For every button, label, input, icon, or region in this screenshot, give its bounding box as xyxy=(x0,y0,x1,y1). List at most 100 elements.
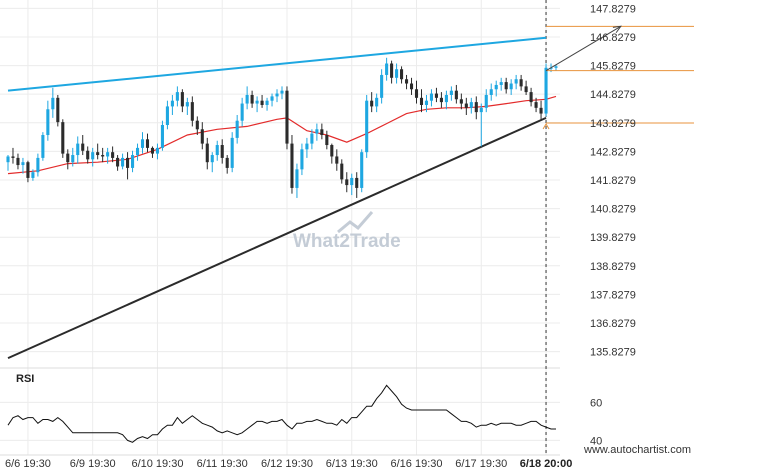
candle-body-81 xyxy=(409,83,414,90)
candle-body-99 xyxy=(499,82,503,85)
candle-51 xyxy=(260,94,264,108)
candle-40 xyxy=(205,137,209,170)
candle-body-68 xyxy=(345,179,349,186)
candle-20 xyxy=(106,147,110,164)
candle-102 xyxy=(514,74,518,90)
candle-body-60 xyxy=(305,143,309,150)
candle-body-43 xyxy=(220,145,224,158)
candle-body-101 xyxy=(509,83,513,90)
candle-1 xyxy=(11,147,15,164)
candle-body-86 xyxy=(434,93,438,98)
candle-57 xyxy=(290,135,294,194)
candle-body-15 xyxy=(81,143,85,151)
candle-body-30 xyxy=(155,147,159,154)
candle-body-100 xyxy=(504,82,508,90)
candle-95 xyxy=(479,103,483,147)
candle-body-77 xyxy=(390,63,394,78)
candle-77 xyxy=(390,60,394,84)
candle-80 xyxy=(405,74,409,90)
candle-body-4 xyxy=(26,162,30,178)
candle-66 xyxy=(335,149,339,171)
candle-48 xyxy=(245,86,249,110)
candle-body-26 xyxy=(135,147,140,156)
candle-body-98 xyxy=(494,84,498,90)
candle-46 xyxy=(235,114,239,144)
candle-104 xyxy=(524,80,528,95)
candle-32 xyxy=(165,100,169,130)
candle-49 xyxy=(250,90,254,108)
grid-lines xyxy=(0,0,560,456)
candle-body-47 xyxy=(240,103,244,121)
candle-body-103 xyxy=(519,79,523,87)
y-tick-label: 146.8279 xyxy=(590,32,636,44)
candle-23 xyxy=(121,153,125,170)
candle-body-45 xyxy=(230,137,234,168)
candle-body-57 xyxy=(290,143,294,188)
candle-body-14 xyxy=(76,143,80,156)
candle-body-37 xyxy=(190,102,194,121)
candle-93 xyxy=(469,97,473,114)
candle-63 xyxy=(320,123,324,140)
candle-19 xyxy=(101,147,105,163)
candle-88 xyxy=(444,90,448,110)
candle-72 xyxy=(365,94,369,158)
candle-76 xyxy=(385,57,389,81)
candle-body-97 xyxy=(489,89,493,95)
candle-99 xyxy=(499,77,503,91)
lower-trendline xyxy=(7,116,547,360)
candle-45 xyxy=(230,132,234,173)
candle-body-5 xyxy=(31,172,35,178)
candle-105 xyxy=(529,87,533,107)
watermark-arrow-icon xyxy=(337,211,374,234)
y-tick-label: 136.8279 xyxy=(590,318,636,330)
candle-52 xyxy=(265,97,269,111)
candle-body-19 xyxy=(101,155,105,157)
y-tick-label: 139.8279 xyxy=(590,232,636,244)
candle-54 xyxy=(275,89,279,103)
candle-37 xyxy=(190,96,194,127)
candle-body-11 xyxy=(61,122,65,154)
candle-84 xyxy=(424,94,429,113)
candle-body-12 xyxy=(66,153,70,163)
candle-18 xyxy=(96,143,100,160)
candle-100 xyxy=(504,77,508,94)
candle-body-6 xyxy=(36,157,40,173)
candle-body-13 xyxy=(71,155,75,163)
candle-4 xyxy=(26,160,30,183)
candle-body-75 xyxy=(380,74,384,98)
y-axis-labels: 147.8279 146.8279 145.8279 144.8279 143.8279… xyxy=(590,3,636,447)
candle-78 xyxy=(395,63,399,84)
rsi-title: RSI xyxy=(16,373,34,385)
candle-0 xyxy=(6,155,10,171)
candle-103 xyxy=(519,74,523,91)
candle-body-71 xyxy=(360,152,364,188)
candle-9 xyxy=(51,87,55,118)
trendlines xyxy=(7,36,547,360)
candle-body-7 xyxy=(41,135,45,158)
candle-50 xyxy=(255,96,259,113)
candle-body-23 xyxy=(121,157,125,167)
candle-94 xyxy=(474,96,478,120)
candle-73 xyxy=(370,92,374,113)
candle-body-73 xyxy=(370,100,374,107)
candle-92 xyxy=(464,97,468,115)
y-tick-label: 143.8279 xyxy=(590,118,636,130)
candle-body-70 xyxy=(355,177,359,188)
y-tick-label: 138.8279 xyxy=(590,261,636,273)
candle-body-65 xyxy=(330,145,334,157)
candle-body-89 xyxy=(449,90,453,95)
candle-47 xyxy=(240,97,244,127)
candle-65 xyxy=(330,143,334,164)
candle-body-10 xyxy=(56,97,60,123)
candle-5 xyxy=(31,169,35,181)
candle-26 xyxy=(135,143,140,161)
candle-22 xyxy=(116,155,120,171)
watermark: What2Trade xyxy=(293,211,401,252)
candle-body-3 xyxy=(21,162,25,166)
candle-35 xyxy=(180,89,184,113)
candle-110 xyxy=(554,64,558,71)
x-tick-label: 6/13 19:30 xyxy=(326,458,378,470)
candle-41 xyxy=(210,152,214,173)
candle-107 xyxy=(539,100,543,121)
